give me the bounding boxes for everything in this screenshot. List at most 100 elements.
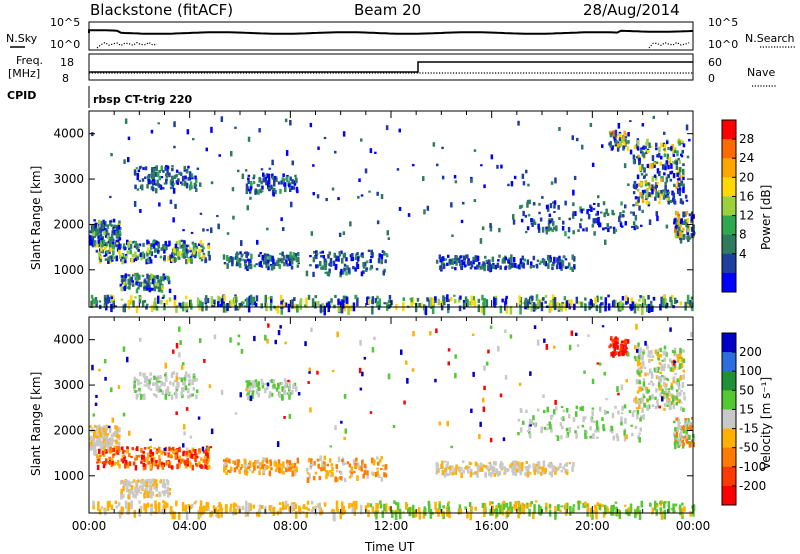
range-gate-cell — [197, 416, 201, 420]
range-gate-cell — [615, 140, 618, 146]
range-gate-cell — [153, 375, 156, 380]
range-gate-cell — [159, 375, 162, 379]
nsky-panel-frame — [88, 21, 694, 51]
range-gate-cell — [610, 506, 613, 516]
range-gate-cell — [104, 509, 107, 516]
range-gate-cell — [648, 163, 651, 169]
range-gate-cell — [454, 469, 458, 475]
range-gate-cell — [411, 368, 415, 372]
range-gate-cell — [312, 164, 315, 167]
range-gate-cell — [145, 259, 148, 265]
range-gate-cell — [98, 455, 101, 459]
range-gate-cell — [284, 505, 287, 509]
range-gate-cell — [211, 301, 214, 307]
range-gate-cell — [512, 214, 515, 220]
range-gate-cell — [364, 505, 368, 512]
velocity-heatmap-cells — [89, 323, 696, 522]
range-gate-cell — [451, 261, 454, 266]
range-gate-cell — [655, 142, 658, 147]
colorbar-tick-label: -50 — [739, 441, 759, 455]
range-gate-cell — [620, 421, 623, 426]
range-gate-cell — [558, 305, 561, 310]
range-gate-cell — [182, 443, 185, 448]
range-gate-cell — [685, 429, 688, 435]
range-gate-cell — [343, 394, 347, 399]
range-gate-cell — [287, 255, 291, 260]
range-gate-cell — [143, 394, 146, 400]
range-gate-cell — [640, 356, 644, 361]
range-gate-cell — [653, 187, 656, 192]
range-gate-cell — [268, 470, 272, 477]
range-gate-cell — [474, 471, 477, 474]
range-gate-cell — [491, 505, 495, 515]
range-gate-cell — [572, 507, 575, 514]
range-gate-cell — [169, 381, 172, 385]
range-gate-cell — [281, 177, 284, 182]
range-gate-cell — [130, 295, 133, 305]
range-gate-cell — [103, 302, 107, 309]
range-gate-cell — [517, 511, 520, 519]
range-gate-cell — [136, 172, 140, 178]
range-gate-cell — [135, 305, 139, 313]
range-gate-cell — [682, 407, 685, 412]
range-gate-cell — [132, 258, 135, 263]
range-gate-cell — [621, 344, 625, 350]
range-gate-cell — [128, 285, 131, 290]
range-gate-cell — [510, 254, 513, 260]
range-gate-cell — [497, 505, 501, 508]
range-gate-cell — [260, 180, 263, 185]
range-gate-cell — [690, 232, 694, 238]
range-gate-cell — [582, 502, 585, 508]
range-gate-cell — [320, 467, 323, 472]
nsky-tick-hi: 10^5 — [50, 16, 80, 29]
range-gate-cell — [282, 227, 285, 231]
range-gate-cell — [135, 393, 139, 400]
range-gate-cell — [190, 185, 193, 190]
range-gate-cell — [659, 375, 662, 379]
range-gate-cell — [684, 301, 687, 311]
range-gate-cell — [249, 186, 253, 191]
range-gate-cell — [634, 397, 638, 401]
range-gate-cell — [268, 505, 272, 512]
range-gate-cell — [380, 477, 384, 482]
range-gate-cell — [520, 218, 524, 223]
range-gate-cell — [375, 509, 378, 520]
range-gate-cell — [292, 504, 295, 509]
freq-panel-frame — [88, 53, 694, 81]
range-gate-cell — [432, 142, 436, 147]
range-gate-cell — [643, 167, 646, 173]
range-gate-cell — [439, 256, 442, 263]
range-gate-cell — [275, 260, 279, 264]
range-gate-cell — [152, 173, 155, 180]
colorbar-segment — [722, 158, 736, 178]
range-gate-cell — [292, 186, 296, 190]
range-gate-cell — [91, 240, 95, 246]
range-gate-cell — [275, 464, 278, 468]
range-gate-cell — [631, 301, 635, 310]
range-gate-cell — [247, 174, 251, 177]
range-gate-cell — [154, 171, 157, 177]
range-gate-cell — [535, 463, 538, 467]
range-gate-cell — [537, 461, 541, 467]
range-gate-cell — [641, 164, 644, 168]
range-gate-cell — [565, 471, 569, 476]
range-gate-cell — [350, 466, 354, 472]
range-gate-cell — [674, 297, 677, 304]
range-gate-cell — [127, 136, 131, 141]
range-gate-cell — [333, 252, 336, 258]
range-gate-cell — [664, 165, 667, 171]
range-gate-cell — [678, 440, 681, 446]
range-gate-cell — [362, 266, 366, 269]
range-gate-cell — [132, 493, 135, 498]
range-gate-cell — [315, 255, 318, 260]
range-gate-cell — [185, 450, 188, 456]
range-gate-cell — [248, 385, 252, 390]
range-gate-cell — [473, 149, 477, 152]
range-gate-cell — [145, 305, 148, 310]
range-gate-cell — [283, 389, 286, 395]
range-gate-cell — [188, 460, 191, 464]
range-gate-cell — [662, 350, 666, 356]
range-gate-cell — [153, 248, 157, 253]
range-gate-cell — [286, 459, 289, 464]
range-gate-cell — [671, 160, 675, 165]
